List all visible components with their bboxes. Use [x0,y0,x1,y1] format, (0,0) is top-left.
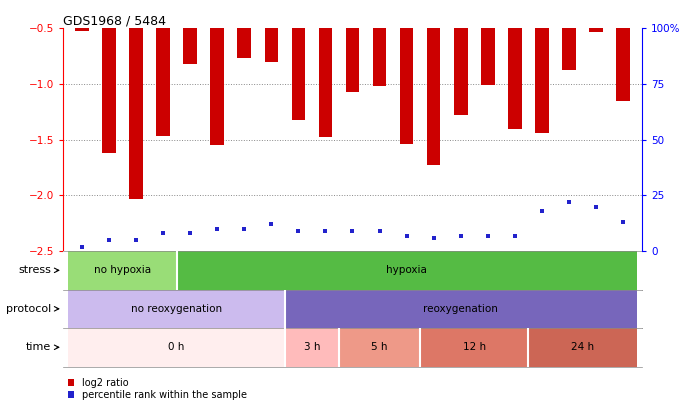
Text: 0 h: 0 h [168,342,185,352]
Text: 3 h: 3 h [304,342,320,352]
Bar [427,0,440,165]
Text: no hypoxia: no hypoxia [94,265,151,275]
Bar [528,328,637,367]
Bar [481,0,495,85]
Point [563,199,574,205]
Bar [508,0,521,128]
Point [131,237,142,243]
Text: no reoxygenation: no reoxygenation [131,304,222,314]
Bar [319,0,332,137]
Point [292,228,304,234]
Bar [563,0,576,70]
Point [347,228,358,234]
Bar [75,0,89,30]
Point [536,208,547,214]
Bar [237,0,251,58]
Bar [589,0,603,32]
Text: 24 h: 24 h [571,342,594,352]
Text: time: time [26,342,51,352]
Point [103,237,114,243]
Bar [285,328,339,367]
Bar [616,0,630,101]
Legend: log2 ratio, percentile rank within the sample: log2 ratio, percentile rank within the s… [68,378,247,400]
Point [591,203,602,210]
Point [428,234,439,241]
Bar [346,0,359,92]
Bar [68,290,285,328]
Point [239,226,250,232]
Bar [184,0,197,64]
Bar [68,251,177,290]
Bar [265,0,278,62]
Bar [535,0,549,133]
Point [374,228,385,234]
Bar [156,0,170,136]
Point [510,232,521,239]
Point [158,230,169,237]
Point [482,232,493,239]
Text: stress: stress [18,265,51,275]
Text: 12 h: 12 h [463,342,486,352]
Point [320,228,331,234]
Bar [68,328,285,367]
Bar [285,290,637,328]
Text: protocol: protocol [6,304,51,314]
Point [76,243,87,250]
Point [211,226,223,232]
Point [266,221,277,228]
Bar [420,328,528,367]
Bar [292,0,305,119]
Text: reoxygenation: reoxygenation [424,304,498,314]
Text: hypoxia: hypoxia [386,265,427,275]
Point [455,232,466,239]
Point [184,230,195,237]
Point [618,219,629,225]
Text: GDS1968 / 5484: GDS1968 / 5484 [63,14,166,27]
Bar [454,0,468,115]
Bar [129,0,142,199]
Bar [102,0,116,153]
Bar [373,0,386,86]
Bar [339,328,420,367]
Bar [177,251,637,290]
Text: 5 h: 5 h [371,342,388,352]
Bar [210,0,224,145]
Bar [400,0,413,144]
Point [401,232,413,239]
